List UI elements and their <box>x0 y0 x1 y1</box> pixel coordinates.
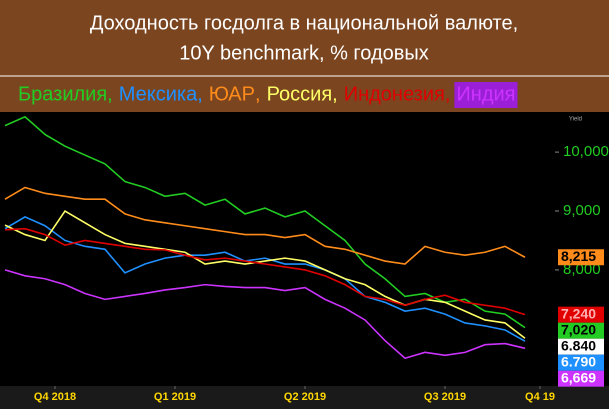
series-line <box>4 186 526 265</box>
legend-separator: , <box>197 83 203 105</box>
x-tick-label: Q1 2019 <box>154 391 196 403</box>
value-label-box <box>558 354 604 371</box>
legend-box <box>454 82 518 108</box>
value-label-box <box>558 306 604 323</box>
legend-separator: , <box>107 83 113 105</box>
x-axis-band <box>0 386 609 409</box>
x-tick-label: Q4 2018 <box>34 391 76 403</box>
legend-separator: , <box>445 83 451 105</box>
chart-title: 10Y benchmark, % годовых <box>179 42 429 64</box>
value-label: 7,240 <box>561 305 596 321</box>
legend-entry: Бразилия <box>18 83 107 105</box>
legend-entry: Россия <box>267 83 333 105</box>
value-label: 8,215 <box>561 248 596 264</box>
legend-separator: , <box>255 83 261 105</box>
x-tick-label: Q3 2019 <box>424 391 466 403</box>
x-tick-label: Q2 2019 <box>284 391 326 403</box>
series-line <box>4 269 526 360</box>
legend-entry: Мексика <box>119 83 198 105</box>
legend-entry: Индия <box>456 83 515 105</box>
legend-separator: , <box>332 83 338 105</box>
series-line <box>4 227 526 316</box>
series-line <box>4 209 526 339</box>
series-line <box>4 216 526 342</box>
legend-entry: ЮАР <box>209 83 255 105</box>
value-label: 6.840 <box>561 337 596 353</box>
value-label: 6,669 <box>561 369 596 385</box>
legend-entry: Индонезия <box>344 83 445 105</box>
series-line <box>4 115 526 329</box>
y-tick-label: 10,000 <box>563 143 609 160</box>
value-label-box <box>558 338 604 355</box>
value-label: 7,020 <box>561 321 596 337</box>
chart-title: Доходность госдолга в национальной валют… <box>90 12 518 34</box>
value-label-box <box>558 370 604 387</box>
value-label: 6.790 <box>561 353 596 369</box>
value-label-box <box>558 322 604 339</box>
axis-label: Yield <box>569 117 582 123</box>
x-tick-label: Q4 19 <box>525 391 555 403</box>
value-label-box <box>558 249 604 266</box>
y-tick-label: 9,000 <box>563 202 601 219</box>
